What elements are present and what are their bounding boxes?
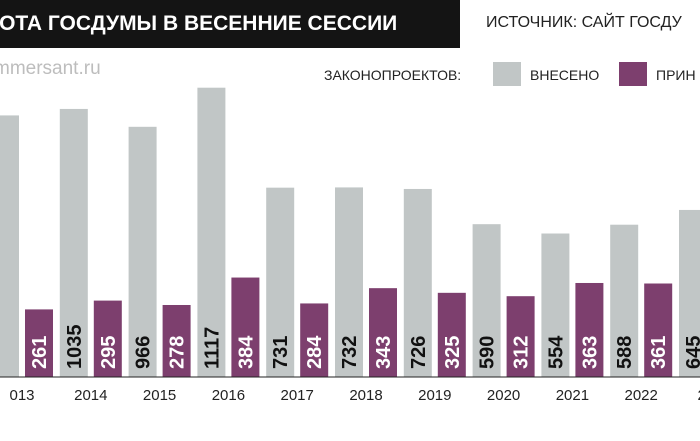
bar-submitted (403, 188, 432, 377)
watermark: mmersant.ru (0, 58, 101, 79)
legend-title: ЗАКОНОПРОЕКТОВ: (324, 67, 462, 83)
chart-title: БОТА ГОСДУМЫ В ВЕСЕННИЕ СЕССИИ (0, 12, 398, 35)
x-tick-label: 2014 (74, 387, 107, 404)
bar-submitted-value-label: 732 (339, 336, 361, 369)
bar-adopted-value-label: 343 (373, 336, 395, 369)
x-tick-label: 2018 (349, 387, 382, 404)
source-note: ИСТОЧНИК: САЙТ ГОСДУ (486, 14, 682, 31)
bar-adopted (437, 292, 466, 377)
bar-adopted (162, 304, 191, 377)
bar-submitted-value-label: 590 (477, 336, 499, 369)
bar-submitted-value-label: 1117 (201, 327, 223, 369)
bar-submitted (128, 126, 157, 377)
bar-submitted (59, 108, 88, 377)
bar-adopted (644, 283, 673, 377)
legend-label-adopted: ПРИН (656, 67, 696, 83)
bar-adopted-value-label: 261 (29, 336, 51, 369)
x-tick-label: 202 (697, 387, 700, 404)
x-tick-label: 2019 (418, 387, 451, 404)
bar-submitted-value-label: 1035 (64, 325, 86, 370)
bar-submitted (610, 224, 639, 377)
bar-adopted-value-label: 325 (442, 336, 464, 369)
x-tick-label: 2016 (212, 387, 245, 404)
x-tick-label: 2015 (143, 387, 176, 404)
x-tick-label: 2020 (487, 387, 520, 404)
bar-submitted (0, 115, 19, 377)
bar-adopted-value-label: 284 (304, 335, 326, 369)
bar-submitted (266, 187, 295, 377)
bar-adopted-value-label: 363 (579, 336, 601, 369)
bar-submitted-value-label: 731 (270, 336, 292, 369)
bar-adopted-value-label: 384 (235, 335, 257, 369)
bar-submitted-value-label: 554 (545, 335, 567, 369)
bar-submitted (679, 209, 700, 377)
legend-swatch-submitted (493, 62, 521, 86)
bar-submitted-value-label: 726 (408, 336, 430, 369)
bar-submitted (197, 87, 226, 378)
x-tick-label: 013 (9, 387, 34, 404)
bar-submitted (335, 187, 363, 377)
bar-submitted-value-label: 588 (614, 336, 636, 369)
bar-adopted (93, 300, 122, 377)
x-tick-label: 2021 (556, 387, 589, 404)
x-tick-label: 2022 (625, 387, 658, 404)
bar-adopted-value-label: 312 (511, 336, 533, 369)
legend-swatch-adopted (619, 62, 647, 86)
bar-adopted (575, 282, 604, 377)
chart-title-bar: БОТА ГОСДУМЫ В ВЕСЕННИЕ СЕССИИ (0, 0, 460, 48)
bar-adopted-value-label: 361 (648, 336, 670, 369)
bar-adopted (231, 277, 260, 377)
bar-adopted (506, 296, 535, 377)
bar-adopted (25, 309, 53, 377)
bar-submitted-value-label: 966 (133, 336, 155, 369)
legend-label-submitted: ВНЕСЕНО (530, 67, 600, 83)
bar-submitted-value-label: 645 (683, 336, 700, 369)
x-tick-label: 2017 (281, 387, 314, 404)
bar-submitted (472, 224, 501, 377)
bar-adopted-value-label: 295 (98, 336, 120, 369)
bar-adopted (300, 303, 329, 377)
bar-adopted (369, 288, 397, 377)
bar-submitted (541, 233, 570, 377)
bar-adopted-value-label: 278 (167, 336, 189, 369)
